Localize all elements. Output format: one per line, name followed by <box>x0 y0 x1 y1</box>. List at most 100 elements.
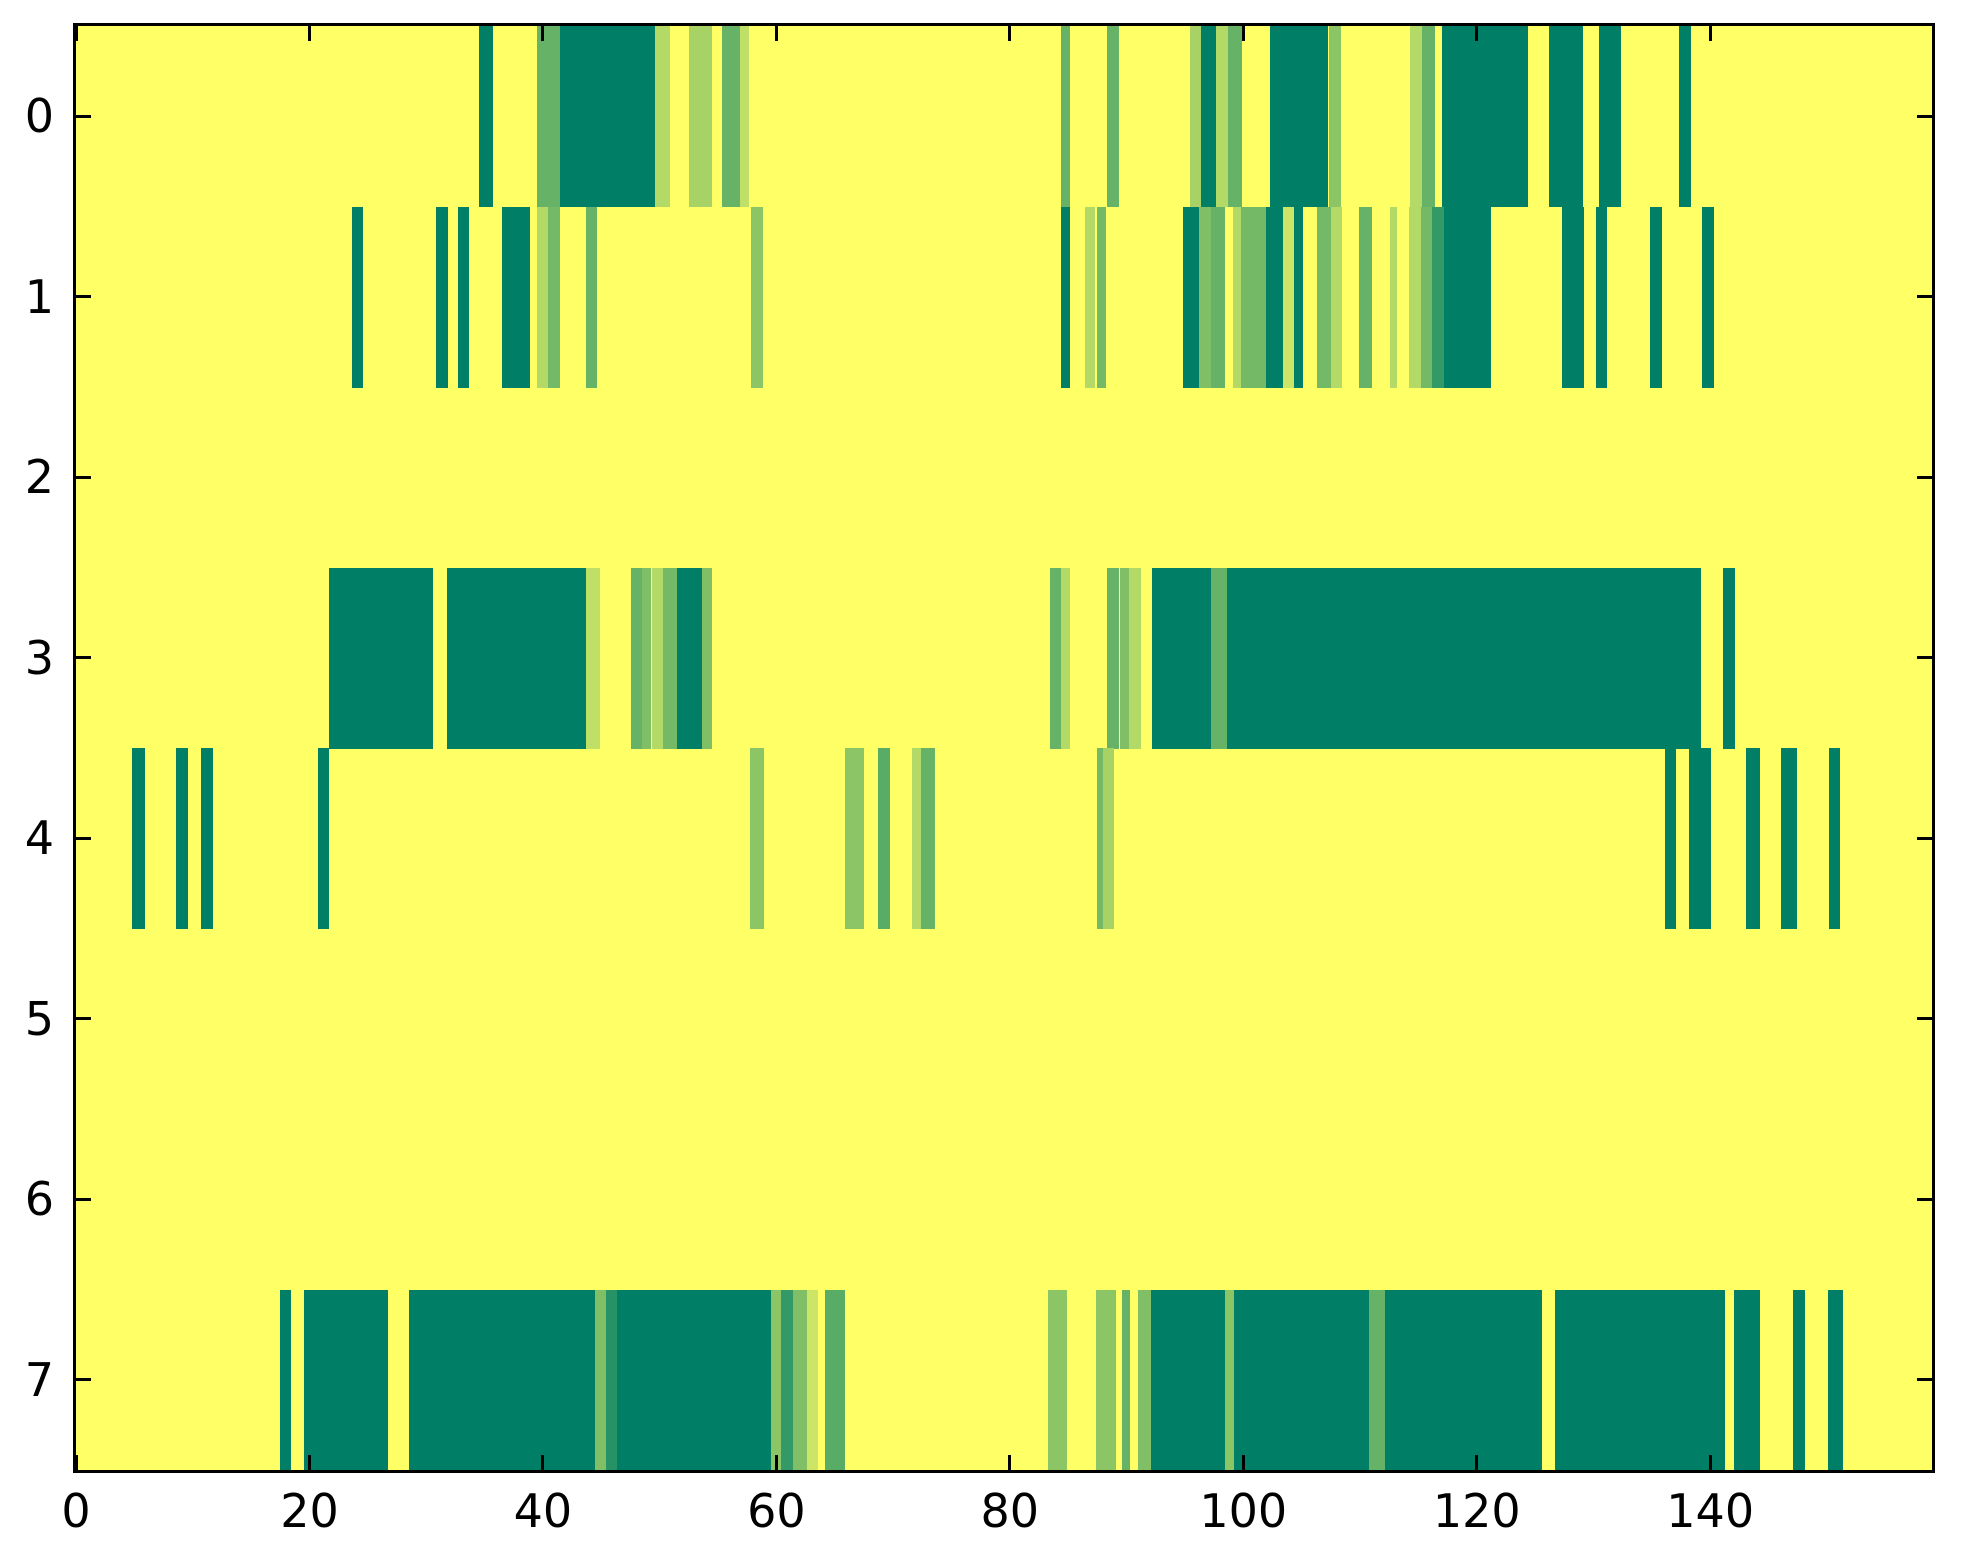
heatmap-segment <box>1733 1289 1761 1470</box>
heatmap-segment <box>176 748 189 929</box>
x-tick-mark-top <box>541 26 545 41</box>
heatmap-segment <box>1106 567 1120 749</box>
x-tick-label: 40 <box>513 1484 573 1538</box>
heatmap-segment <box>1151 1289 1225 1470</box>
heatmap-segment <box>303 1289 388 1470</box>
x-tick-mark-top <box>76 26 78 41</box>
heatmap-segment <box>1061 26 1071 207</box>
y-tick-mark-left <box>76 114 91 118</box>
heatmap-segment <box>329 567 434 749</box>
heatmap-segment <box>547 206 561 388</box>
heatmap-segment <box>1793 1289 1805 1470</box>
heatmap-segment <box>1664 748 1677 929</box>
heatmap-segment <box>1562 206 1585 388</box>
x-tick-label: 140 <box>1666 1484 1755 1538</box>
heatmap-segment <box>1152 567 1211 749</box>
y-tick-label: 6 <box>24 1172 54 1227</box>
heatmap-segment <box>1061 567 1071 749</box>
heatmap-segment <box>1106 26 1120 207</box>
heatmap-segment <box>447 567 587 749</box>
y-tick-mark-right <box>1917 1378 1932 1382</box>
heatmap-segment <box>560 26 655 207</box>
x-tick-mark-bottom <box>76 1455 78 1470</box>
heatmap-segment <box>1390 206 1398 388</box>
x-tick-label: 60 <box>747 1484 806 1538</box>
x-tick-mark-top <box>308 26 311 41</box>
heatmap-segment <box>586 567 601 749</box>
x-tick-mark-bottom <box>1475 1455 1479 1470</box>
x-tick-mark-top <box>1475 26 1479 41</box>
heatmap-segment <box>1049 567 1062 749</box>
heatmap-segment <box>781 1289 793 1470</box>
heatmap-segment <box>351 206 364 388</box>
y-tick-mark-left <box>76 1378 91 1382</box>
x-tick-label: 80 <box>980 1484 1040 1538</box>
heatmap-segment <box>1702 206 1714 388</box>
heatmap-segment <box>1084 206 1095 388</box>
x-tick-mark-top <box>1008 26 1012 41</box>
heatmap-segment <box>1096 1289 1116 1470</box>
heatmap-segment <box>642 567 652 749</box>
heatmap-segment <box>1228 26 1243 207</box>
y-tick-label: 4 <box>24 811 54 866</box>
x-tick-mark-bottom <box>1708 1455 1712 1470</box>
heatmap-segment <box>537 26 561 207</box>
heatmap-segment <box>845 748 864 929</box>
heatmap-segment <box>750 206 764 388</box>
x-tick-label: 100 <box>1199 1484 1288 1538</box>
heatmap-segment <box>1689 748 1712 929</box>
heatmap-segment <box>1138 1289 1151 1470</box>
y-tick-label: 5 <box>24 991 54 1046</box>
heatmap-segment <box>435 206 449 388</box>
y-tick-mark-right <box>1917 1017 1932 1021</box>
heatmap-segment <box>1358 206 1372 388</box>
heatmap-segment <box>701 567 713 749</box>
y-tick-mark-right <box>1917 836 1932 840</box>
heatmap-segment <box>1599 26 1622 207</box>
x-tick-mark-top <box>1708 26 1712 41</box>
heatmap-segment <box>1048 1289 1068 1470</box>
heatmap-segment <box>1224 1289 1234 1470</box>
heatmap-segment <box>1828 1289 1844 1470</box>
heatmap-segment <box>1409 206 1421 388</box>
heatmap-segment <box>1097 206 1106 388</box>
y-tick-mark-right <box>1917 656 1932 660</box>
heatmap-segment <box>1128 567 1141 749</box>
heatmap-segment <box>1270 26 1329 207</box>
heatmap-segment <box>1723 567 1735 749</box>
heatmap-segment <box>537 206 548 388</box>
heatmap-segment <box>806 1289 819 1470</box>
x-tick-label: 20 <box>280 1484 339 1538</box>
y-tick-label: 3 <box>24 630 54 685</box>
heatmap-segment <box>1265 206 1283 388</box>
heatmap-segment <box>677 567 702 749</box>
heatmap-segment <box>1232 206 1241 388</box>
x-tick-label: 120 <box>1432 1484 1521 1538</box>
heatmap-segment <box>1061 206 1071 388</box>
heatmap-segment <box>749 748 764 929</box>
y-tick-label: 2 <box>24 450 54 505</box>
y-tick-mark-left <box>76 1197 91 1201</box>
heatmap-segment <box>1293 206 1303 388</box>
y-tick-mark-left <box>76 475 91 479</box>
heatmap-segment <box>1549 26 1583 207</box>
heatmap-segment <box>655 26 671 207</box>
heatmap-segment <box>1216 26 1229 207</box>
x-tick-mark-top <box>1241 26 1245 41</box>
heatmap-segment <box>1189 26 1202 207</box>
y-tick-mark-left <box>76 836 91 840</box>
heatmap-segment <box>1410 26 1422 207</box>
heatmap-segment <box>280 1289 291 1470</box>
heatmap-segment <box>792 1289 807 1470</box>
heatmap-segment <box>651 567 664 749</box>
heatmap-segment <box>1234 1289 1370 1470</box>
heatmap-plot-area <box>76 26 1932 1470</box>
heatmap-segment <box>1198 206 1211 388</box>
heatmap-segment <box>1097 748 1104 929</box>
heatmap-segment <box>616 1289 771 1470</box>
x-tick-mark-bottom <box>541 1455 545 1470</box>
heatmap-segment <box>1283 206 1294 388</box>
heatmap-segment <box>663 567 678 749</box>
heatmap-segment <box>586 206 597 388</box>
